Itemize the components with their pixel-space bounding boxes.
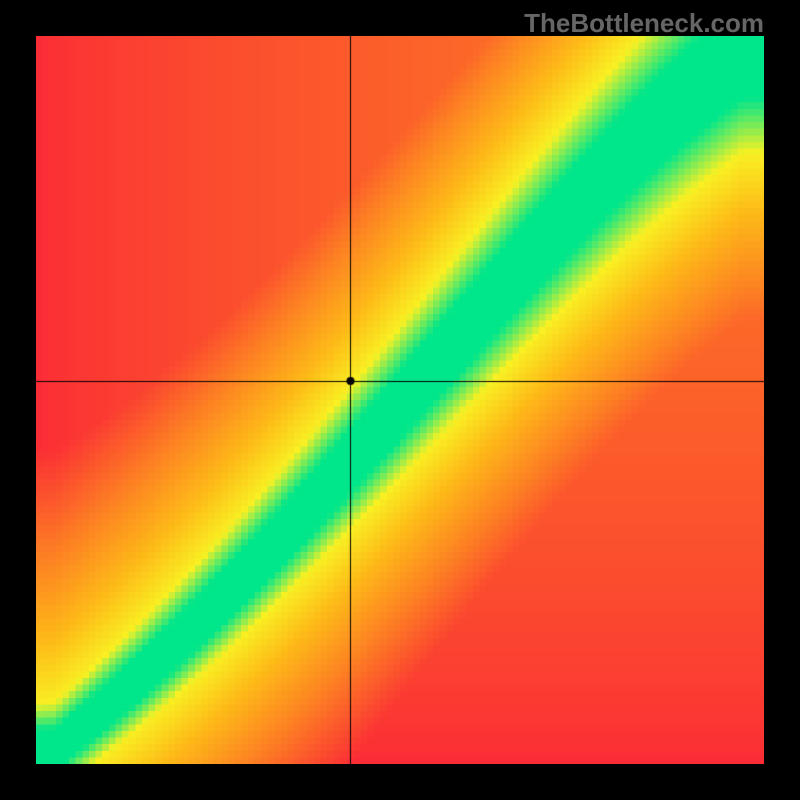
crosshair-overlay: [36, 36, 764, 764]
watermark: TheBottleneck.com: [524, 8, 764, 39]
frame-right: [764, 36, 800, 764]
frame-bottom: [0, 764, 800, 800]
frame-left: [0, 36, 36, 764]
